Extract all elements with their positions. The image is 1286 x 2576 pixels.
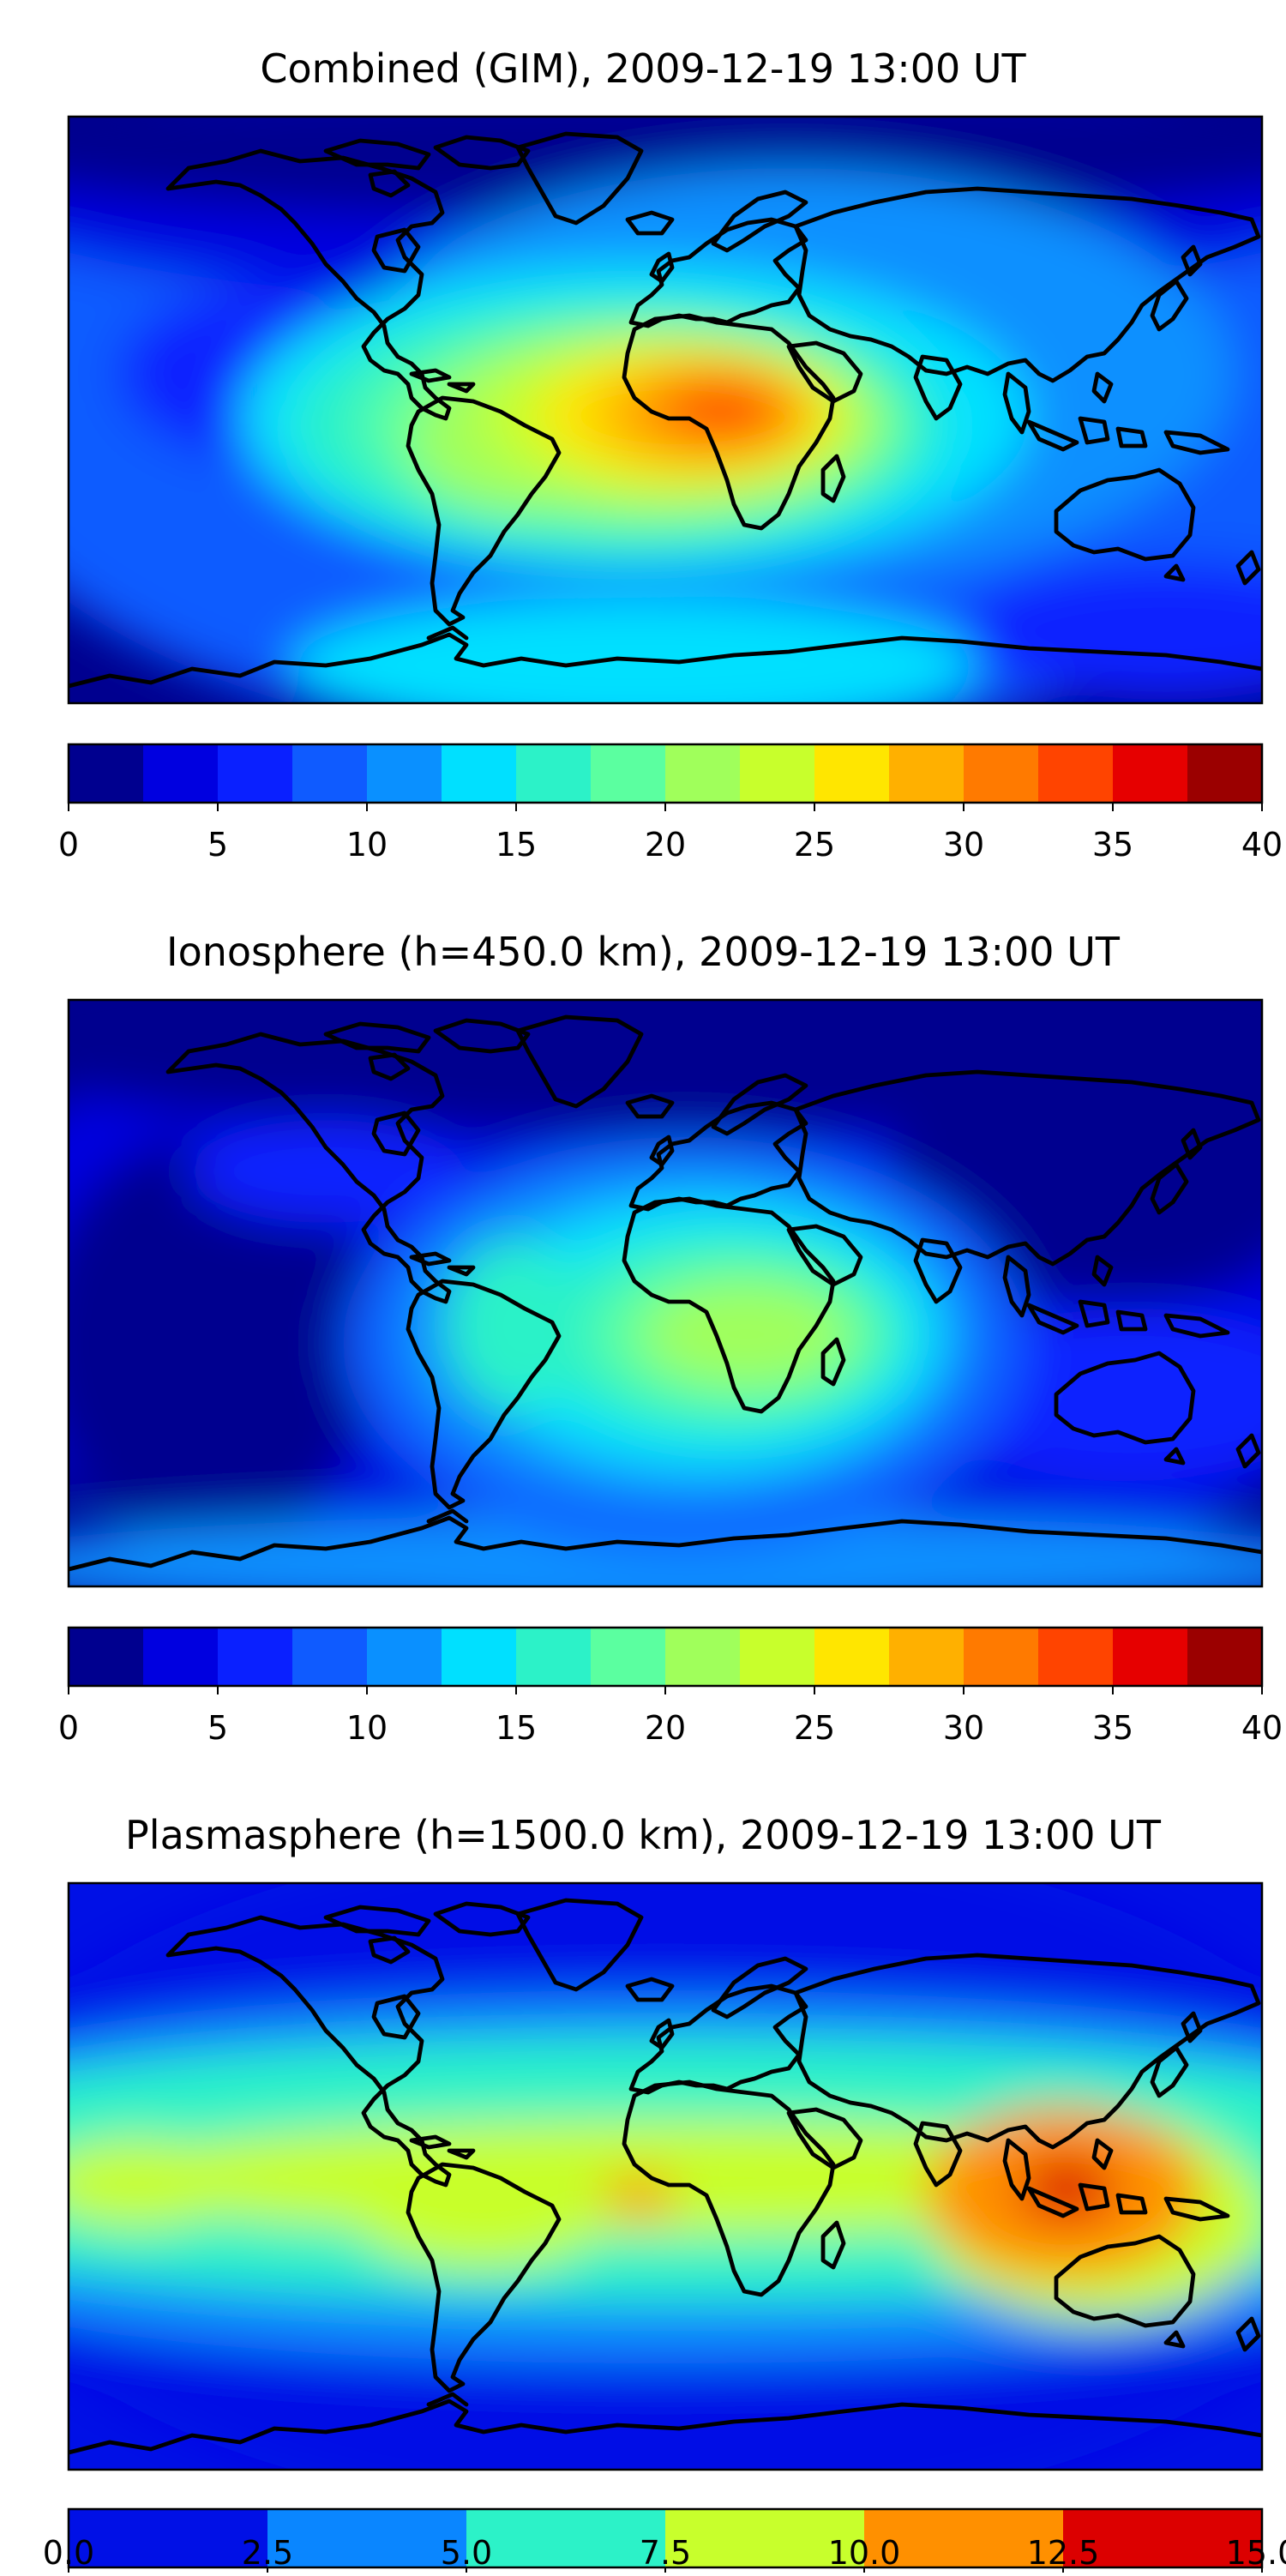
colorbar-band bbox=[964, 1628, 1039, 1686]
colorbar-band bbox=[889, 744, 964, 803]
colorbar-band bbox=[864, 2509, 1064, 2567]
colorbar-tick-label: 15 bbox=[496, 1709, 537, 1747]
colorbar-band bbox=[665, 744, 741, 803]
colorbar-band bbox=[889, 1628, 964, 1686]
chart-title: Plasmasphere (h=1500.0 km), 2009-12-19 1… bbox=[125, 1812, 1162, 1858]
map-field bbox=[69, 1883, 1262, 2470]
colorbar-band bbox=[1063, 2509, 1263, 2567]
colorbar: 0.0 2.5 5.0 7.5 10.0 12.5 15.0 bbox=[43, 2507, 1286, 2576]
colorbar-tick-label: 10.0 bbox=[828, 2534, 901, 2572]
colorbar-band bbox=[1113, 744, 1188, 803]
colorbar-tick-label: 2.5 bbox=[242, 2534, 293, 2572]
colorbar-band bbox=[740, 1628, 815, 1686]
colorbar-tick-label: 25 bbox=[794, 826, 835, 864]
colorbar-tick-label: 25 bbox=[794, 1709, 835, 1747]
field-contour-6 bbox=[291, 597, 977, 703]
field-contour-11 bbox=[602, 2175, 677, 2216]
colorbar-tick-label: 30 bbox=[943, 1709, 984, 1747]
colorbar-tick-label: 40 bbox=[1241, 1709, 1283, 1747]
colorbar-band bbox=[367, 744, 442, 803]
panels: Combined (GIM), 2009-12-19 13:00 UT 0 5 10 1… bbox=[43, 45, 1286, 2576]
field-contour-3 bbox=[892, 1000, 1262, 1309]
field-contour-2 bbox=[69, 1137, 377, 1549]
colorbar-band bbox=[814, 744, 890, 803]
panel-1: Combined (GIM), 2009-12-19 13:00 UT 0 5 10 1… bbox=[58, 45, 1283, 864]
chart-title: Ionosphere (h=450.0 km), 2009-12-19 13:0… bbox=[166, 929, 1121, 975]
colorbar-tick-label: 0 bbox=[58, 1709, 79, 1747]
colorbar-band bbox=[69, 744, 144, 803]
colorbar-band bbox=[516, 1628, 592, 1686]
colorbar-band bbox=[367, 1628, 442, 1686]
colorbar-tick-label: 10 bbox=[346, 1709, 388, 1747]
colorbar-band bbox=[1187, 744, 1263, 803]
colorbar-tick-label: 20 bbox=[645, 1709, 686, 1747]
map-frame bbox=[67, 1881, 1264, 2471]
field-contour-5 bbox=[960, 563, 1262, 700]
colorbar-band bbox=[143, 744, 219, 803]
colorbar-band bbox=[218, 1628, 293, 1686]
colorbar-band bbox=[665, 1628, 741, 1686]
colorbar-tick-label: 20 bbox=[645, 826, 686, 864]
colorbar-band bbox=[1113, 1628, 1188, 1686]
map-field bbox=[69, 117, 1262, 703]
colorbar-tick-label: 35 bbox=[1092, 826, 1133, 864]
field-contour-8 bbox=[343, 2132, 617, 2269]
panel-3: Plasmasphere (h=1500.0 km), 2009-12-19 1… bbox=[43, 1812, 1286, 2576]
colorbar-tick-label: 15 bbox=[496, 826, 537, 864]
colorbar-tick-label: 0 bbox=[58, 826, 79, 864]
colorbar-tick-label: 30 bbox=[943, 826, 984, 864]
colorbar-band bbox=[143, 1628, 219, 1686]
colorbar-band bbox=[1038, 744, 1114, 803]
colorbar-tick-label: 10 bbox=[346, 826, 388, 864]
colorbar-tick-label: 40 bbox=[1241, 826, 1283, 864]
colorbar-tick-label: 5 bbox=[207, 826, 228, 864]
colorbar-tick-label: 5 bbox=[207, 1709, 228, 1747]
colorbar-band bbox=[1038, 1628, 1114, 1686]
colorbar: 0 5 10 15 20 25 30 35 40 bbox=[58, 1626, 1283, 1747]
field-contour-16 bbox=[686, 388, 761, 429]
colorbar: 0 5 10 15 20 25 30 35 40 bbox=[58, 743, 1283, 864]
field-contour-13 bbox=[643, 1283, 849, 1386]
colorbar-tick-label: 0.0 bbox=[43, 2534, 94, 2572]
colorbar-tick-label: 5.0 bbox=[441, 2534, 492, 2572]
colorbar-band bbox=[69, 1628, 144, 1686]
colorbar-band bbox=[218, 744, 293, 803]
panel-2: Ionosphere (h=450.0 km), 2009-12-19 13:0… bbox=[58, 929, 1283, 1747]
colorbar-band bbox=[591, 1628, 666, 1686]
field-contour-7 bbox=[69, 2139, 240, 2228]
colorbar-band bbox=[69, 2509, 268, 2567]
colorbar-band bbox=[466, 2509, 666, 2567]
colorbar-tick-label: 15.0 bbox=[1226, 2534, 1286, 2572]
colorbar-band bbox=[442, 744, 517, 803]
map-frame bbox=[67, 998, 1264, 1588]
colorbar-band bbox=[516, 744, 592, 803]
field-contour-6 bbox=[69, 1514, 1262, 1586]
chart-title: Combined (GIM), 2009-12-19 13:00 UT bbox=[260, 45, 1026, 92]
colorbar-band bbox=[964, 744, 1039, 803]
colorbar-band bbox=[292, 744, 368, 803]
colorbar-band bbox=[267, 2509, 467, 2567]
colorbar-tick-label: 7.5 bbox=[640, 2534, 691, 2572]
colorbar-band bbox=[740, 744, 815, 803]
colorbar-band bbox=[442, 1628, 517, 1686]
colorbar-band bbox=[1187, 1628, 1263, 1686]
field-contour-4 bbox=[189, 1120, 463, 1223]
map-frame bbox=[67, 115, 1264, 705]
colorbar-band bbox=[665, 2509, 865, 2567]
map-field bbox=[69, 1000, 1262, 1586]
colorbar-band bbox=[591, 744, 666, 803]
colorbar-tick-label: 35 bbox=[1092, 1709, 1133, 1747]
colorbar-band bbox=[292, 1628, 368, 1686]
colorbar-tick-label: 12.5 bbox=[1027, 2534, 1100, 2572]
field-contour-12 bbox=[1019, 2158, 1115, 2219]
colorbar-band bbox=[814, 1628, 890, 1686]
